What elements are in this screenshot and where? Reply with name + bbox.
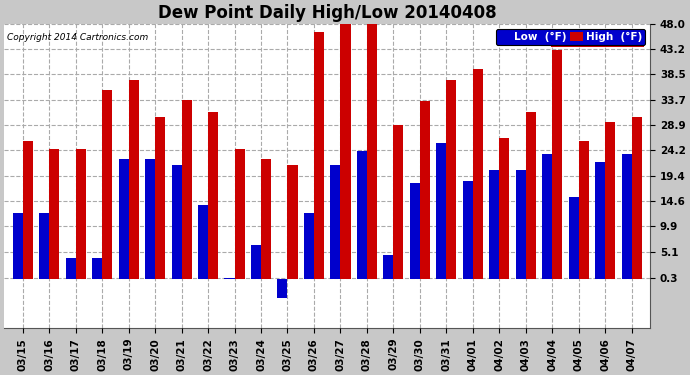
Bar — [145, 159, 155, 279]
Bar — [66, 258, 76, 279]
Bar — [526, 111, 536, 279]
Bar — [420, 101, 430, 279]
Bar — [552, 50, 562, 279]
Bar — [49, 149, 59, 279]
Bar — [128, 80, 139, 279]
Bar — [463, 181, 473, 279]
Bar — [224, 278, 235, 279]
Bar — [605, 122, 615, 279]
Bar — [23, 141, 32, 279]
Bar — [251, 244, 261, 279]
Bar — [579, 141, 589, 279]
Bar — [261, 159, 271, 279]
Bar — [304, 213, 314, 279]
Bar — [436, 144, 446, 279]
Bar — [76, 149, 86, 279]
FancyBboxPatch shape — [551, 29, 644, 46]
Bar — [357, 152, 367, 279]
Bar — [367, 24, 377, 279]
Bar — [92, 258, 102, 279]
Bar — [446, 80, 456, 279]
Bar — [331, 165, 340, 279]
Bar — [384, 255, 393, 279]
Bar — [500, 138, 509, 279]
Bar — [119, 159, 128, 279]
Title: Dew Point Daily High/Low 20140408: Dew Point Daily High/Low 20140408 — [158, 4, 497, 22]
Bar — [172, 165, 181, 279]
Legend: Low  (°F), High  (°F): Low (°F), High (°F) — [495, 29, 645, 45]
Bar — [569, 196, 579, 279]
Text: Copyright 2014 Cartronics.com: Copyright 2014 Cartronics.com — [8, 33, 148, 42]
Bar — [632, 117, 642, 279]
Bar — [622, 154, 632, 279]
Bar — [155, 117, 165, 279]
Bar — [198, 205, 208, 279]
Bar — [393, 125, 404, 279]
Bar — [288, 165, 297, 279]
Bar — [473, 69, 483, 279]
Bar — [595, 162, 605, 279]
Bar — [340, 24, 351, 279]
Bar — [181, 100, 192, 279]
Bar — [489, 170, 500, 279]
Bar — [208, 111, 218, 279]
Bar — [515, 170, 526, 279]
Bar — [542, 154, 552, 279]
Bar — [39, 213, 49, 279]
Bar — [277, 279, 288, 298]
Bar — [102, 90, 112, 279]
Bar — [410, 183, 420, 279]
Bar — [314, 32, 324, 279]
Bar — [235, 149, 244, 279]
Bar — [12, 213, 23, 279]
